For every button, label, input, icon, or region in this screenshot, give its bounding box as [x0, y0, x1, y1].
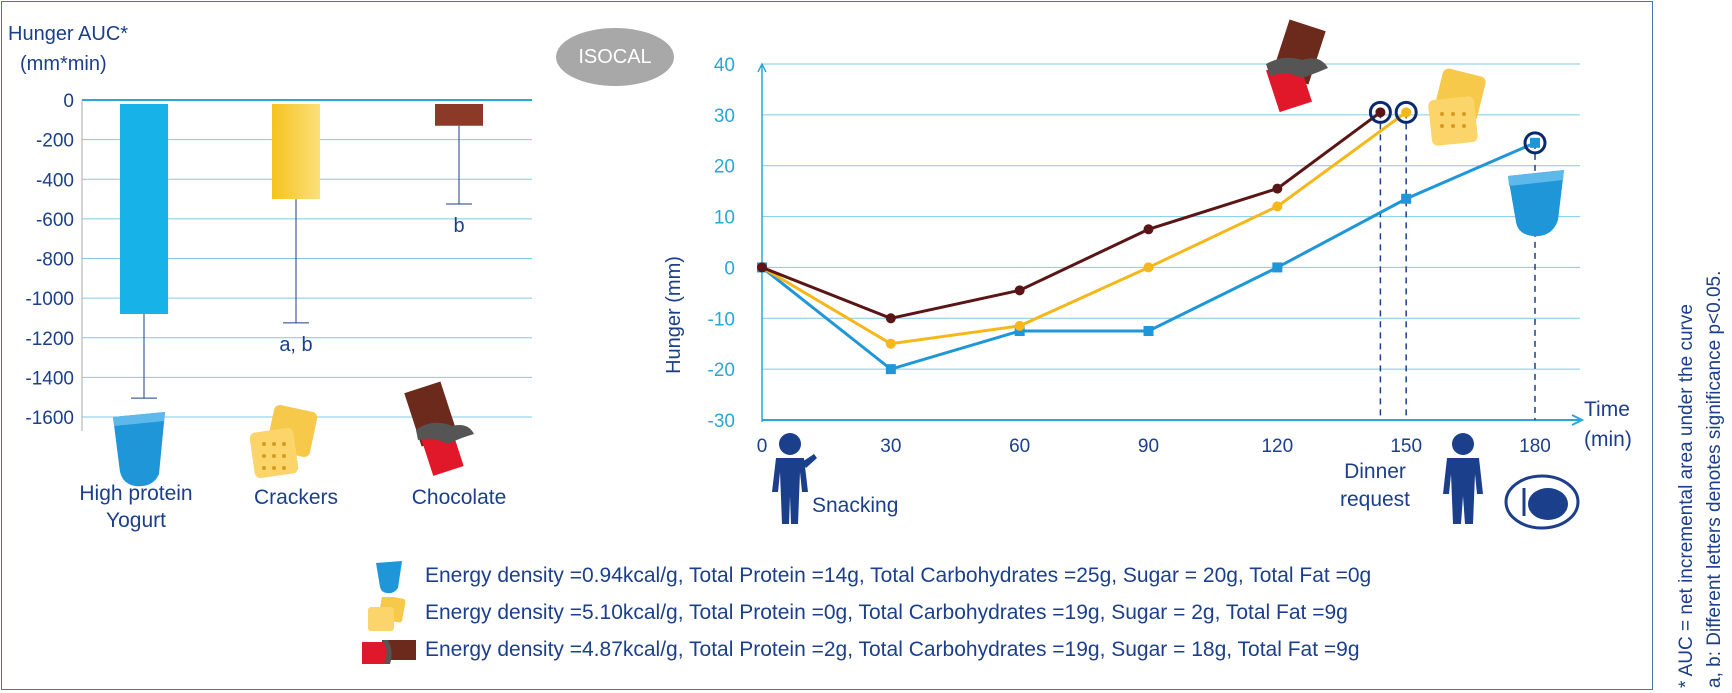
series-line-chocolate: [761, 111, 1382, 320]
nutrition-legend: Energy density =0.94kcal/g, Total Protei…: [360, 560, 1371, 671]
bar-category-label: Yogurt: [106, 509, 166, 532]
legend-text-chocolate: Energy density =4.87kcal/g, Total Protei…: [425, 638, 1360, 661]
line-y-tick-label: -20: [708, 360, 735, 381]
person-dinner-icon: [1443, 433, 1483, 524]
side-notes: * AUC = net incremental area under the c…: [1676, 271, 1725, 688]
dinner-request-marker: [1394, 100, 1418, 124]
dinner-request-markers: [1379, 112, 1536, 420]
dinner-request-marker: [1523, 131, 1547, 155]
chocolate-bar-icon: [362, 640, 416, 664]
yogurt-cup-icon: [113, 412, 165, 487]
data-point-crackers: [1272, 201, 1283, 212]
chocolate-bar-peak-icon: [1266, 19, 1328, 113]
bar-y-tick-label: -200: [36, 131, 74, 152]
line-chart: Hunger (mm) Time (min) 40 30 20 10 0 -10 -20 -3…: [663, 19, 1632, 530]
figure-frame: [1, 1, 1653, 690]
line-y-tick-label: 40: [714, 55, 735, 76]
line-series: [757, 100, 1547, 375]
bar: [272, 104, 320, 200]
data-point-chocolate: [1143, 224, 1154, 235]
data-point-chocolate: [757, 262, 767, 273]
bar-y-tick-labels: 0 -200 -400 -600 -800 -1000 -1200 -1400 -1600: [25, 91, 74, 429]
legend-row-chocolate: Energy density =4.87kcal/g, Total Protei…: [360, 634, 1360, 671]
data-point-crackers: [1143, 262, 1154, 273]
side-note-significance: a, b: Different letters denotes signific…: [1704, 271, 1725, 688]
series-line-crackers: [761, 111, 1408, 346]
line-x-tick-label: 60: [1009, 436, 1030, 457]
isocal-label: ISOCAL: [578, 45, 652, 68]
line-y-tick-label: 30: [714, 106, 735, 127]
isocal-badge: ISOCAL: [556, 28, 674, 86]
line-x-tick-labels: 0 30 60 90 120 150 180: [757, 436, 1551, 457]
data-point-yogurt: [1530, 137, 1540, 148]
line-x-tick-label: 0: [757, 436, 768, 457]
data-point-crackers: [1014, 320, 1025, 331]
bar-y-tick-label: 0: [63, 91, 74, 112]
data-point-chocolate: [1375, 107, 1386, 118]
line-y-tick-label: -10: [708, 309, 735, 330]
data-point-yogurt: [1014, 326, 1025, 336]
side-note-auc: * AUC = net incremental area under the c…: [1676, 304, 1697, 688]
bar-chart: Hunger AUC* (mm*min) 0 -200 -400 -600 -800 -1…: [8, 23, 532, 532]
bar-y-tick-label: -400: [36, 170, 74, 191]
data-point-yogurt: [1143, 326, 1154, 336]
data-point-chocolate: [885, 313, 896, 324]
data-point-chocolate: [1272, 183, 1283, 194]
plate-icon: [1504, 474, 1580, 530]
line-y-axis-arrow: [757, 62, 767, 73]
bar-y-tick-label: -600: [36, 210, 74, 231]
line-x-tick-label: 90: [1138, 436, 1159, 457]
person-snacking-icon: [772, 433, 817, 524]
bar: [120, 104, 168, 314]
bar-y-tick-label: -1400: [25, 368, 74, 389]
line-x-tick-label: 150: [1390, 436, 1422, 457]
legend-text-yogurt: Energy density =0.94kcal/g, Total Protei…: [425, 564, 1372, 587]
yogurt-cup-icon: [376, 561, 402, 594]
bar-y-tick-label: -1600: [25, 408, 74, 429]
line-x-tick-label: 180: [1519, 436, 1551, 457]
data-point-crackers: [1401, 107, 1412, 118]
line-y-tick-label: 0: [724, 258, 735, 279]
data-point-yogurt: [885, 364, 896, 375]
data-point-chocolate: [1014, 285, 1025, 296]
bar: [435, 104, 483, 126]
data-point-yogurt: [1401, 193, 1412, 204]
legend-row-crackers: Energy density =5.10kcal/g, Total Protei…: [360, 597, 1360, 634]
line-xlabel-line1: Time: [1584, 398, 1630, 421]
line-xlabel-line2: (min): [1584, 428, 1632, 451]
line-ylabel: Hunger (mm): [663, 256, 685, 374]
dinner-label-line1: Dinner: [1344, 460, 1406, 483]
significance-label: b: [453, 215, 464, 237]
bar-y-tick-label: -800: [36, 250, 74, 271]
line-x-axis-arrow: [1571, 414, 1585, 426]
bar-category-labels: High protein Yogurt Crackers Chocolate: [79, 482, 506, 532]
dinner-request-marker: [1368, 100, 1392, 124]
snacking-label: Snacking: [812, 494, 898, 517]
bar-category-label: Chocolate: [412, 486, 507, 509]
legend-text-crackers: Energy density =5.10kcal/g, Total Protei…: [425, 601, 1348, 624]
data-point-yogurt: [1272, 262, 1283, 273]
line-x-tick-label: 120: [1261, 436, 1293, 457]
legend-row-yogurt: Energy density =0.94kcal/g, Total Protei…: [360, 560, 1371, 597]
line-y-tick-label: -30: [708, 411, 735, 432]
dinner-label-line2: request: [1340, 488, 1410, 511]
chocolate-bar-icon: [404, 381, 474, 476]
bar-marks: aa, bb: [120, 104, 483, 431]
cracker-peak-icon: [1428, 68, 1486, 146]
line-x-tick-label: 30: [880, 436, 901, 457]
cracker-icon: [368, 597, 406, 631]
bar-category-label: Crackers: [254, 486, 338, 509]
line-y-tick-labels: 40 30 20 10 0 -10 -20 -30: [708, 55, 735, 432]
bar-y-tick-label: -1000: [25, 289, 74, 310]
line-y-tick-label: 10: [714, 208, 735, 229]
line-y-tick-label: 20: [714, 157, 735, 178]
bar-ylabel-line1: Hunger AUC*: [8, 23, 128, 45]
significance-label: a, b: [279, 334, 312, 356]
bar-y-tick-label: -1200: [25, 329, 74, 350]
cracker-icon: [249, 405, 318, 479]
data-point-crackers: [885, 338, 896, 349]
yogurt-cup-peak-icon: [1508, 170, 1564, 237]
bar-ylabel-line2: (mm*min): [20, 53, 107, 75]
bar-category-label: High protein: [79, 482, 192, 505]
